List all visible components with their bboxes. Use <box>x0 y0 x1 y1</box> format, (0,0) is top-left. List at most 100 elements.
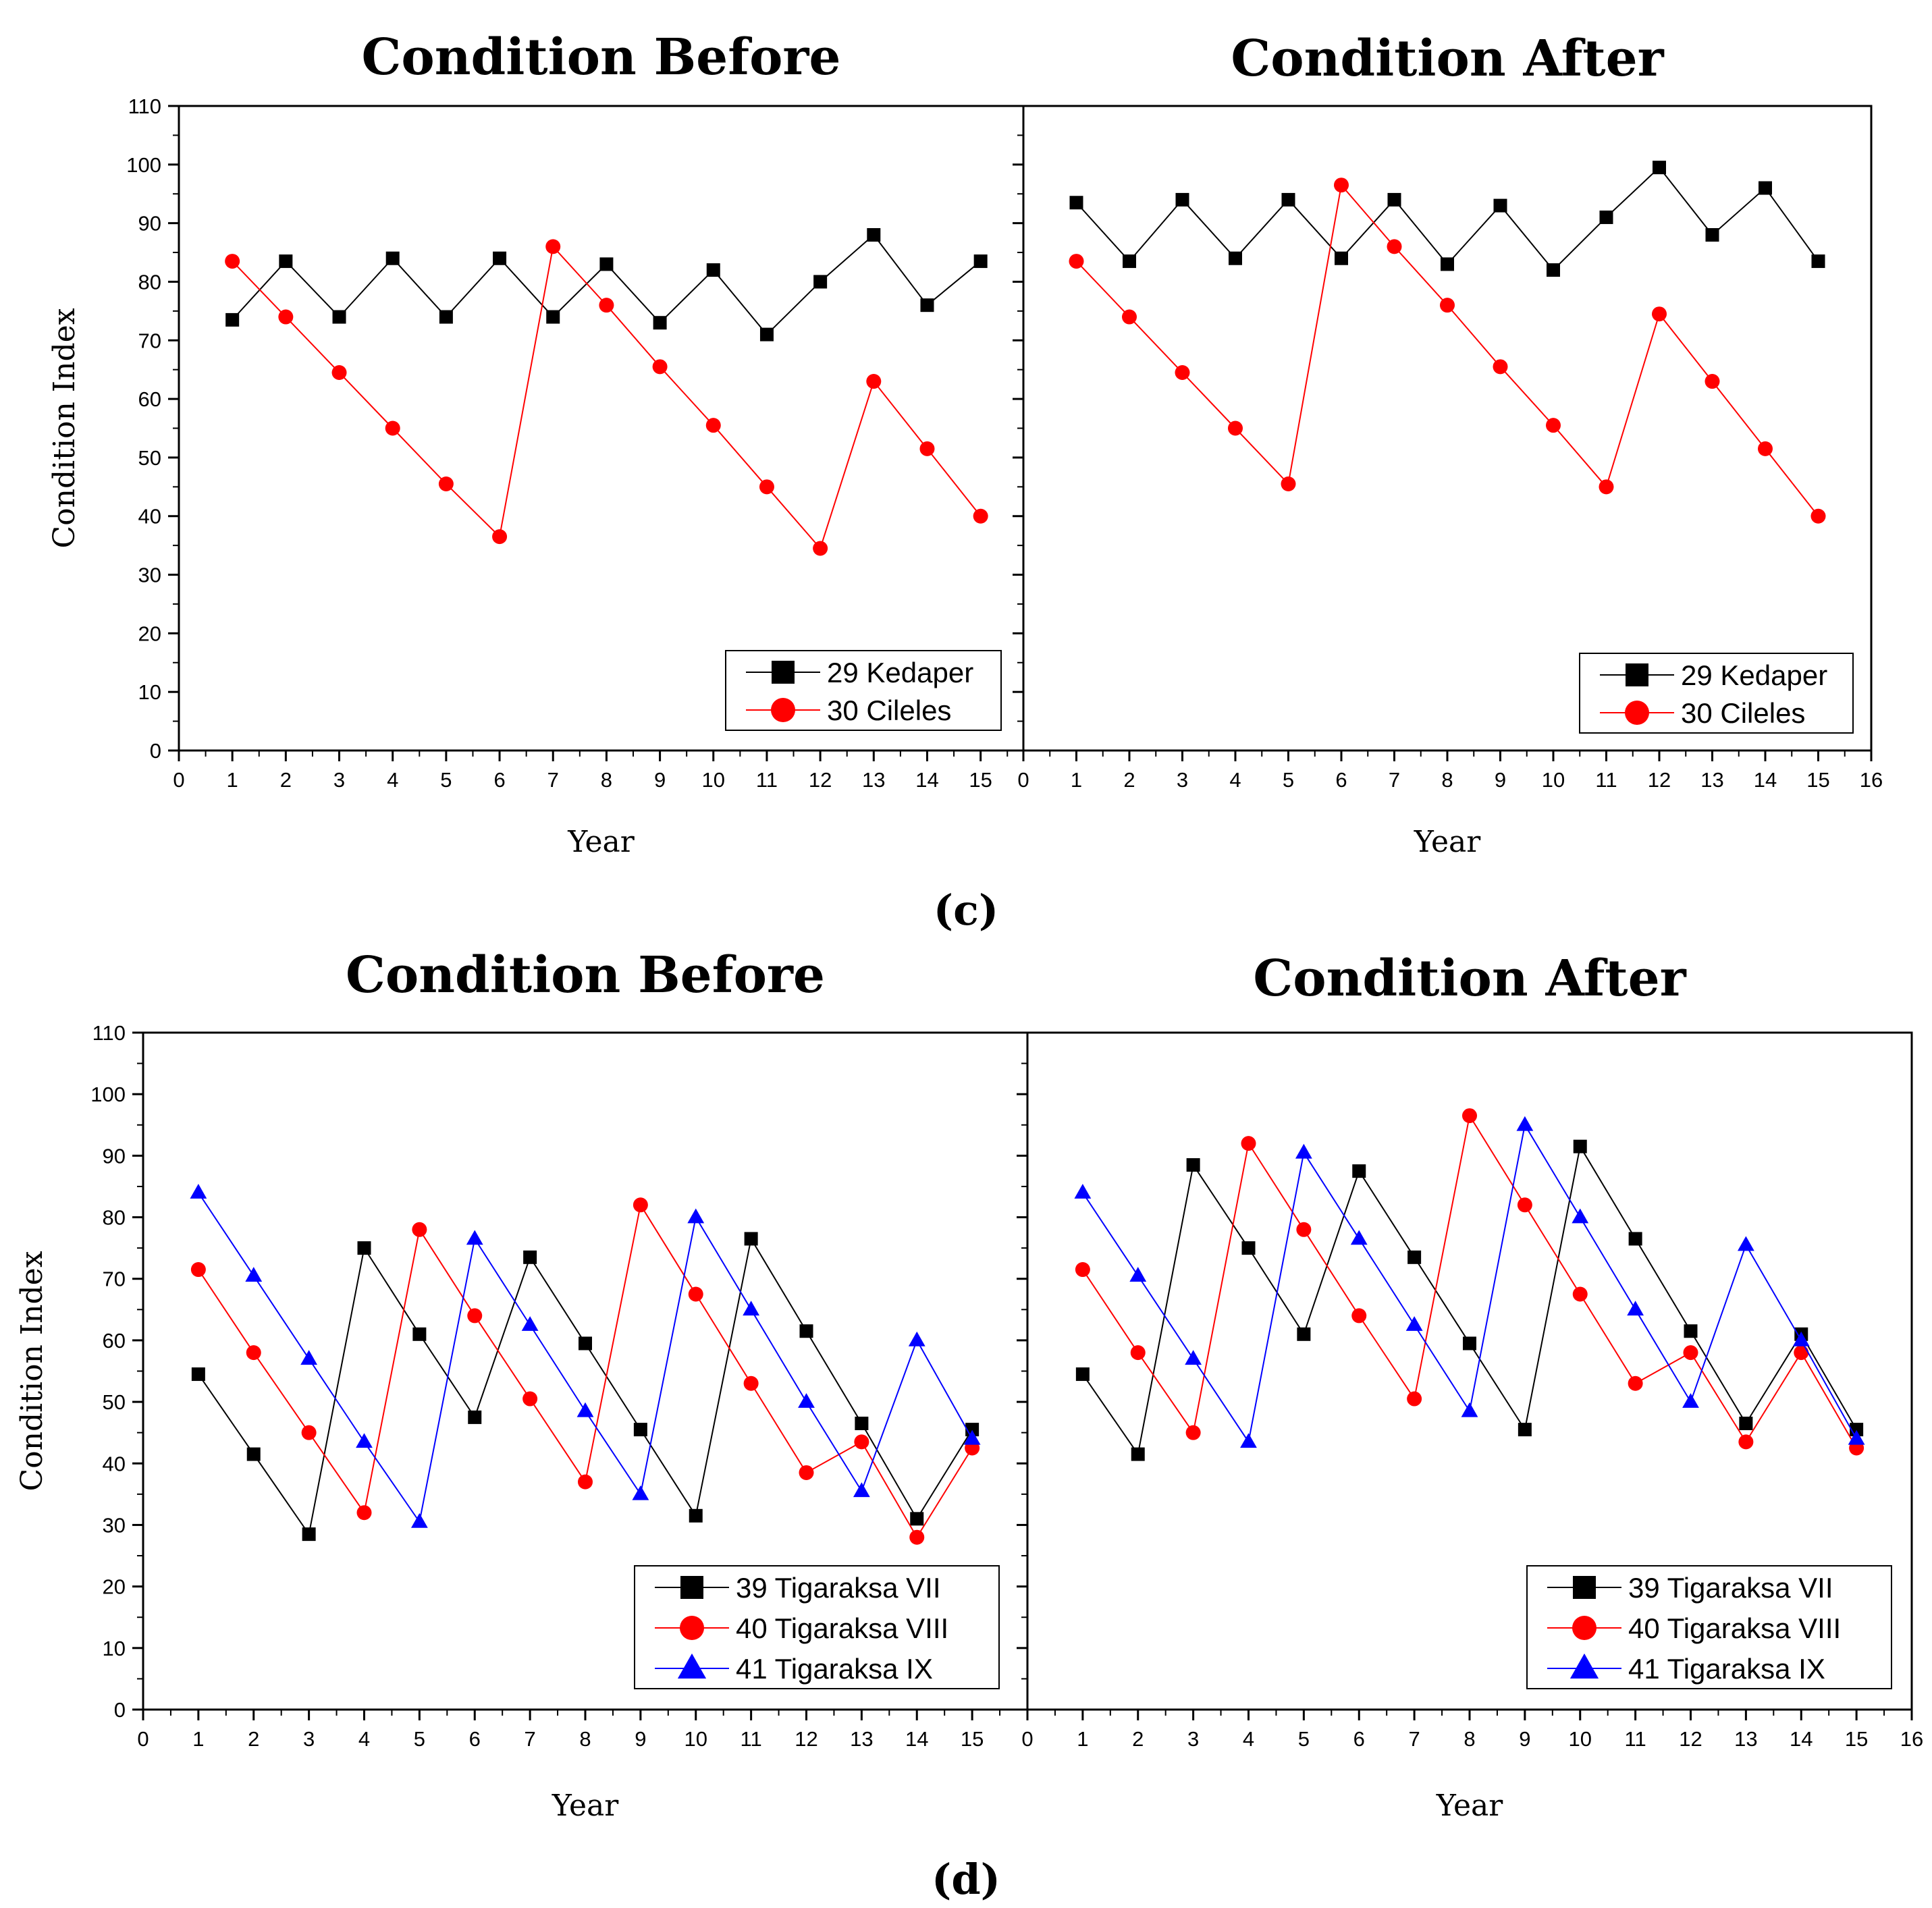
data-point <box>493 251 507 265</box>
x-tick-label: 15 <box>961 1727 984 1751</box>
series-line <box>198 1236 973 1536</box>
x-tick-label: 13 <box>850 1727 873 1751</box>
legend: 39 Tigaraksa VII 40 Tigaraksa VIII 41 Tiga… <box>1526 1565 1892 1689</box>
legend-label: 40 Tigaraksa VIII <box>736 1612 948 1644</box>
data-point <box>412 1222 427 1237</box>
y-tick-label: 100 <box>90 1083 126 1106</box>
data-point <box>759 327 774 342</box>
x-tick-label: 0 <box>173 768 184 792</box>
x-tick-label: 6 <box>493 768 505 792</box>
data-point <box>910 1512 924 1526</box>
x-tick-label: 4 <box>1229 768 1241 792</box>
x-tick-label: 12 <box>795 1727 817 1751</box>
x-tick-label: 15 <box>1806 768 1829 792</box>
x-axis-label: Year <box>1436 1789 1503 1823</box>
y-tick-label: 110 <box>92 1021 126 1045</box>
x-tick-label: 3 <box>303 1727 315 1751</box>
y-tick-label: 60 <box>138 387 161 411</box>
data-point <box>1848 1429 1865 1445</box>
x-tick-label: 16 <box>1860 768 1883 792</box>
data-point <box>1758 441 1773 456</box>
legend-marker <box>771 698 795 722</box>
data-point <box>963 1429 981 1445</box>
data-point <box>744 1232 758 1246</box>
data-point <box>190 1262 206 1278</box>
series-30-cileles <box>225 239 988 556</box>
data-point <box>920 298 934 312</box>
data-point <box>245 1267 263 1282</box>
x-tick-label: 3 <box>1177 768 1188 792</box>
data-point <box>1130 1345 1146 1361</box>
data-point <box>1463 1336 1476 1351</box>
data-point <box>1572 1286 1588 1302</box>
data-point <box>356 1433 373 1448</box>
y-tick-label: 10 <box>103 1637 126 1660</box>
x-tick-label: 4 <box>387 768 398 792</box>
data-point <box>599 257 614 271</box>
data-point <box>599 298 614 313</box>
x-tick-label: 7 <box>1409 1727 1420 1751</box>
data-point <box>1461 1402 1478 1417</box>
data-point <box>853 1482 870 1498</box>
x-tick-label: 15 <box>1845 1727 1868 1751</box>
data-point <box>813 275 828 289</box>
legend: 29 Kedaper 30 Cileles <box>1579 653 1854 734</box>
y-tick-label: 100 <box>126 153 161 177</box>
legend-label: 40 Tigaraksa VIII <box>1628 1612 1841 1644</box>
data-point <box>1441 257 1454 271</box>
data-point <box>521 1316 539 1331</box>
data-point <box>799 1465 814 1480</box>
data-point <box>191 1367 205 1382</box>
data-point <box>706 263 720 277</box>
data-point <box>1387 192 1401 207</box>
data-point <box>279 254 293 269</box>
x-tick-label: 15 <box>969 768 992 792</box>
x-tick-label: 11 <box>756 768 778 792</box>
series-39-tigaraksa-vii <box>1075 1139 1864 1461</box>
x-tick-label: 0 <box>1021 1727 1033 1751</box>
data-point <box>652 359 668 375</box>
x-tick-label: 11 <box>1595 768 1617 792</box>
x-tick-label: 6 <box>1353 1727 1365 1751</box>
data-point <box>866 374 882 389</box>
x-tick-label: 6 <box>469 1727 481 1751</box>
data-point <box>1241 1136 1256 1151</box>
data-point <box>908 1331 925 1346</box>
x-tick-label: 9 <box>1495 768 1506 792</box>
data-point <box>1493 359 1508 375</box>
x-tick-label: 13 <box>1734 1727 1757 1751</box>
data-point <box>466 1230 483 1245</box>
y-tick-label: 0 <box>150 739 161 763</box>
data-point <box>1682 1393 1699 1408</box>
data-point <box>1738 1434 1754 1450</box>
legend-marker <box>677 1653 707 1679</box>
legend-label: 41 Tigaraksa IX <box>1628 1653 1825 1685</box>
x-axis-label: Year <box>1414 825 1481 859</box>
data-point <box>919 441 935 456</box>
data-point <box>1334 178 1349 193</box>
data-point <box>1075 1262 1090 1278</box>
x-tick-label: 7 <box>1389 768 1400 792</box>
legend-label: 29 Kedaper <box>827 657 973 688</box>
legend: 29 Kedaper 30 Cileles <box>725 650 1002 731</box>
legend-marker <box>772 661 795 684</box>
x-tick-label: 0 <box>137 1727 149 1751</box>
data-point <box>867 228 881 242</box>
series-39-tigaraksa-vii <box>191 1232 980 1542</box>
series-40-tigaraksa-viii <box>190 1197 980 1545</box>
data-point <box>1281 476 1296 491</box>
data-point <box>633 1197 648 1213</box>
data-point <box>1705 374 1720 389</box>
x-tick-label: 2 <box>248 1727 259 1751</box>
data-point <box>743 1375 759 1391</box>
data-point <box>523 1250 537 1264</box>
x-tick-label: 11 <box>741 1727 762 1751</box>
series-29-kedaper <box>1069 161 1825 277</box>
data-point <box>1129 1267 1147 1282</box>
data-point <box>1628 1375 1643 1391</box>
series-41-tigaraksa-ix <box>190 1184 981 1528</box>
data-point <box>1122 309 1137 325</box>
y-axis-label: Condition Index <box>15 1251 49 1491</box>
y-tick-label: 80 <box>103 1206 126 1230</box>
